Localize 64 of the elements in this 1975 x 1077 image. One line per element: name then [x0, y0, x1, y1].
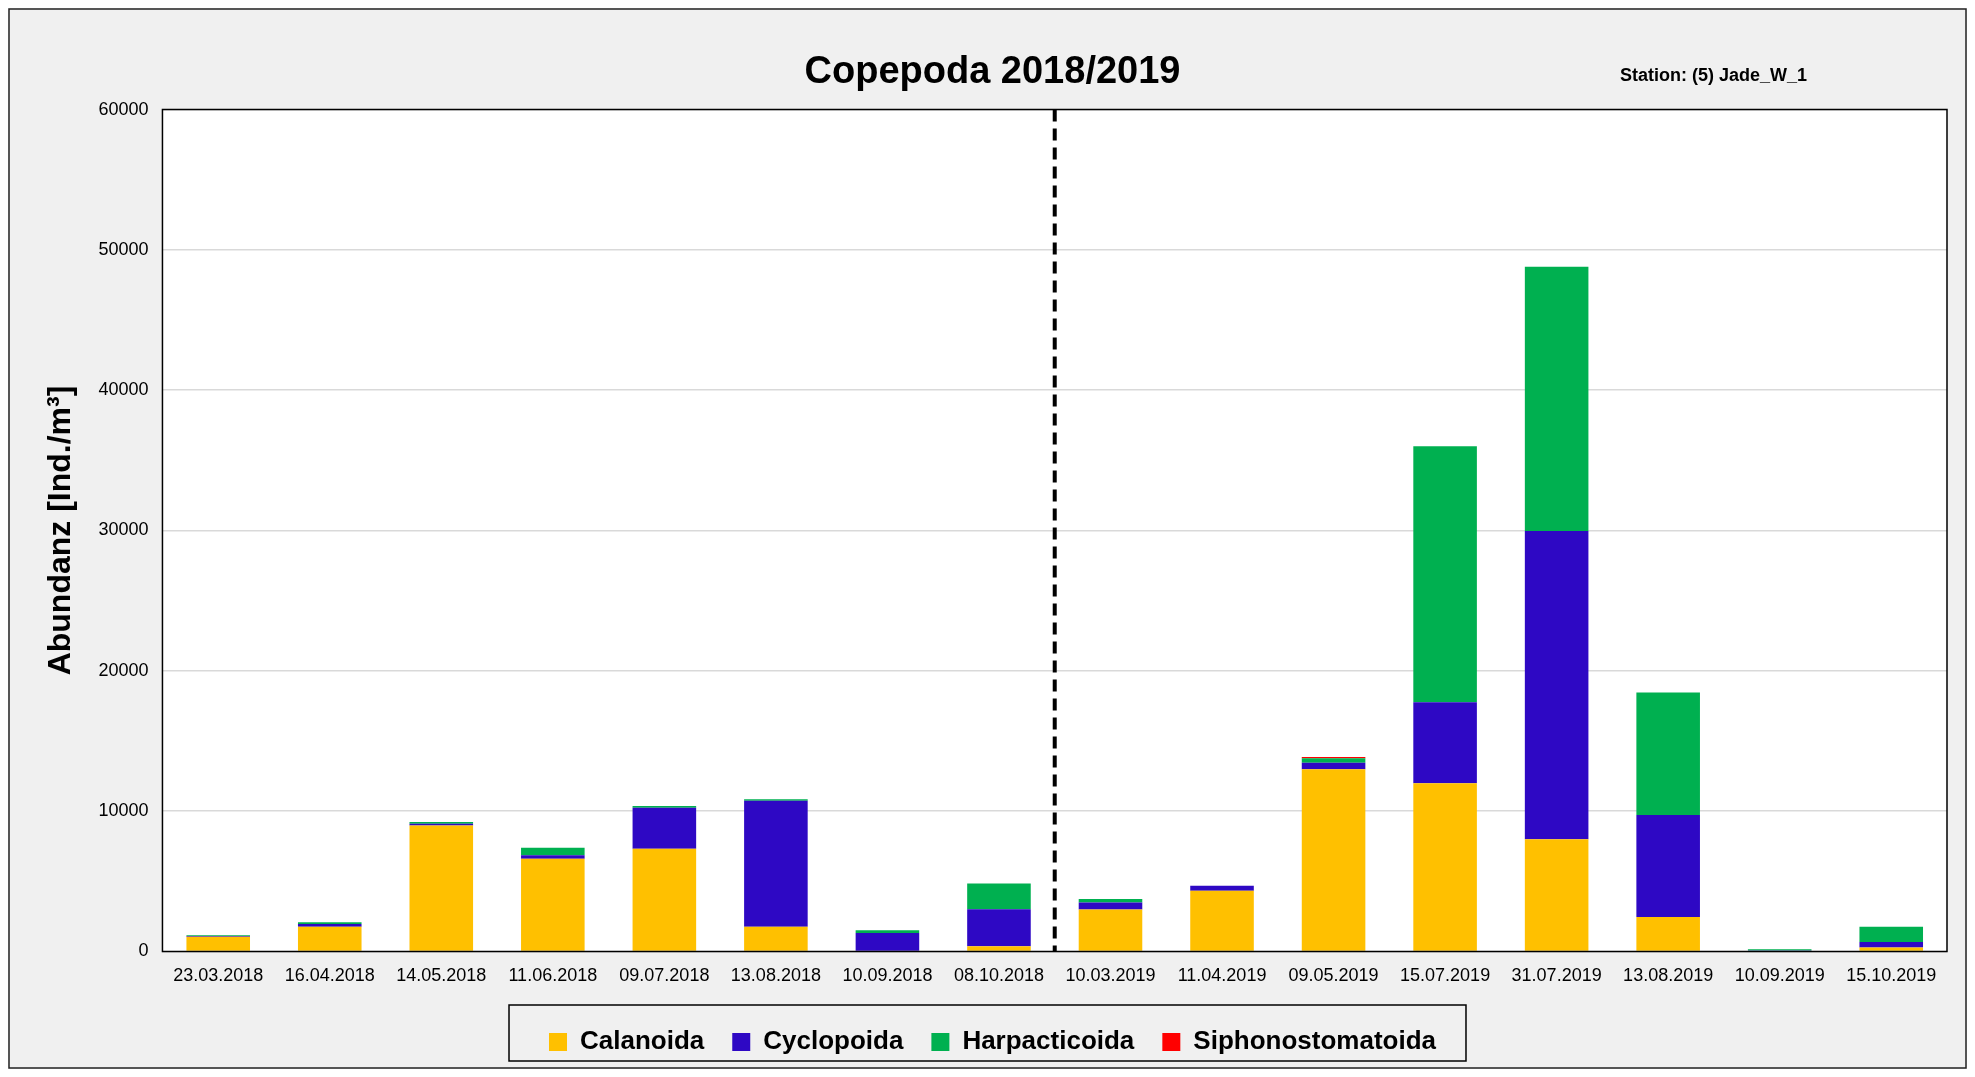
x-tick-label: 11.06.2018	[508, 965, 598, 986]
bar	[855, 930, 920, 934]
x-tick-label: 08.10.2018	[953, 965, 1045, 986]
x-tick-label: 16.04.2018	[284, 965, 375, 986]
bar	[1524, 530, 1589, 840]
bar	[186, 936, 251, 951]
bar	[1859, 926, 1924, 942]
bar	[744, 926, 808, 951]
x-tick-label: 09.05.2019	[1288, 965, 1379, 986]
y-tick-label: 20000	[98, 659, 149, 680]
x-tick-label: 14.05.2018	[396, 965, 487, 986]
bar	[1636, 916, 1700, 951]
y-tick-label: 0	[138, 940, 149, 961]
bar	[1413, 783, 1477, 951]
bar	[1301, 762, 1366, 770]
bar	[632, 807, 697, 849]
legend-label: Cyclopoida	[763, 1025, 904, 1056]
y-tick-label: 30000	[98, 519, 149, 540]
legend-label: Harpacticoida	[962, 1025, 1135, 1056]
x-tick-label: 31.07.2019	[1511, 965, 1602, 986]
x-tick-label: 10.09.2018	[842, 965, 933, 986]
y-tick-label: 10000	[98, 800, 149, 821]
bar	[1301, 758, 1366, 763]
bar	[1859, 942, 1924, 948]
x-tick-label: 15.10.2019	[1846, 965, 1937, 986]
bar	[1859, 947, 1924, 951]
bar	[521, 847, 585, 856]
legend-label: Siphonostomatoida	[1193, 1025, 1437, 1056]
x-tick-label: 10.03.2019	[1065, 965, 1156, 986]
bar	[1078, 902, 1143, 910]
bar	[1190, 890, 1254, 951]
y-tick-label: 40000	[98, 379, 149, 400]
x-tick-label: 13.08.2018	[730, 965, 821, 986]
bar	[1078, 909, 1143, 951]
bar	[521, 858, 585, 951]
bar	[1636, 692, 1700, 816]
x-tick-label: 13.08.2019	[1623, 965, 1714, 986]
bar	[632, 848, 697, 951]
bar	[409, 825, 474, 951]
bar	[967, 946, 1031, 951]
bar	[855, 933, 920, 951]
x-tick-label: 23.03.2018	[173, 965, 264, 986]
bar	[1524, 266, 1589, 531]
bar	[1636, 815, 1700, 917]
chart-title: Copepoda 2018/2019	[804, 49, 1181, 92]
bar	[1413, 702, 1477, 784]
y-tick-label: 50000	[98, 238, 149, 259]
text: Station: (5) Jade_W_1	[1619, 64, 1807, 85]
bar	[1524, 839, 1589, 951]
bar	[967, 909, 1031, 947]
bar	[1301, 769, 1366, 951]
bar	[297, 926, 362, 951]
x-tick-label: 10.09.2019	[1734, 965, 1825, 986]
y-axis-title: Abundanz [Ind./m³]	[41, 385, 78, 676]
bar	[967, 883, 1031, 910]
y-tick-label: 60000	[98, 98, 149, 119]
x-tick-label: 11.04.2019	[1177, 965, 1267, 986]
bar	[521, 855, 585, 859]
bar	[1190, 885, 1254, 891]
x-tick-label: 09.07.2018	[619, 965, 710, 986]
bar	[1413, 446, 1477, 703]
x-tick-label: 15.07.2019	[1400, 965, 1491, 986]
bar	[744, 800, 808, 927]
legend-label: Calanoida	[580, 1025, 705, 1056]
